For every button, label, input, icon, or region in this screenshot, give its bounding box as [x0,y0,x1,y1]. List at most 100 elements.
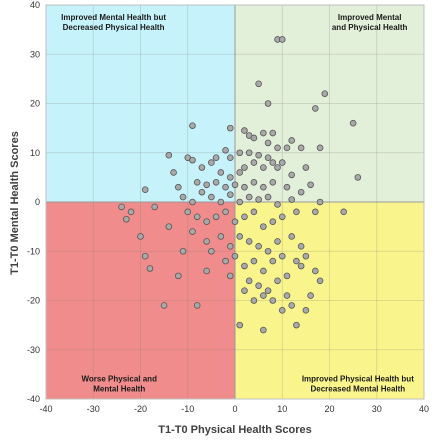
data-point [231,218,239,226]
y-tick-label: 40 [30,0,40,10]
data-point [260,223,267,230]
data-point [241,164,248,171]
data-point [137,233,144,240]
quadrant-label-bottom-right: Improved Physical Health but Decreased Me… [302,374,414,393]
data-point [250,179,258,186]
data-point [241,287,248,294]
x-axis-title: T1-T0 Physical Health Scores [158,424,311,436]
x-tick-label: 0 [232,404,237,414]
data-point [217,198,225,206]
data-point [264,193,272,201]
data-point [165,223,173,230]
data-point [170,169,177,176]
quadrant-label-line: Decreased Mental Health [310,384,405,393]
quadrant-label-line: Improved Physical Health but [302,374,414,383]
data-point [312,267,319,275]
data-point [236,169,244,176]
data-point [146,265,154,272]
data-point [354,174,362,181]
data-point [250,208,258,216]
data-point [297,262,305,270]
data-point [241,127,248,134]
data-point [203,238,210,245]
data-point [222,183,229,191]
data-point [226,124,234,132]
y-tick-label: 10 [30,148,40,158]
data-point [283,292,291,299]
data-point [222,208,229,216]
data-point [222,146,229,154]
data-point [297,243,305,250]
data-point [264,154,272,161]
data-point [212,213,220,221]
data-point [245,238,253,245]
data-point [226,174,234,181]
data-point [175,183,182,191]
data-point [241,183,248,191]
data-point [189,198,196,206]
data-point [236,198,244,206]
data-point [193,213,201,221]
data-point [288,171,296,179]
data-point [141,186,149,193]
data-point [340,208,347,216]
grid-lines [45,4,425,400]
data-point [198,188,206,196]
data-point [283,144,291,152]
data-point [217,233,225,240]
data-point [321,90,329,97]
data-point [193,302,201,309]
data-point [226,154,234,161]
data-point [198,164,206,171]
data-point [250,257,258,265]
data-point [269,179,277,186]
data-point [278,159,286,166]
x-tick-label: -20 [134,404,147,414]
x-tick-label: 20 [324,404,334,414]
quadrant-label-line: Worse Physical and [82,374,158,383]
data-point [255,243,262,250]
x-tick-label: 10 [277,404,287,414]
data-point [127,208,135,216]
data-point [260,129,267,137]
data-point [189,122,196,129]
data-point [255,80,262,88]
y-tick-label: 20 [30,99,40,109]
data-point [141,252,149,260]
data-point [274,238,281,245]
data-point [203,181,210,189]
data-point [226,191,234,198]
data-point [316,144,324,152]
data-point [288,302,296,309]
quadrant-label-line: Decreased Physical Health [63,23,165,32]
quadrant-label-bottom-left: Worse Physical and Mental Health [82,374,158,393]
data-point [241,262,248,270]
data-point [123,215,130,223]
data-point [312,208,319,216]
data-point [184,208,192,216]
data-point [255,151,262,159]
x-tick-label: -30 [87,404,100,414]
data-point [269,129,277,137]
data-point [179,193,187,201]
data-point [269,218,277,226]
x-tick-label: -40 [39,404,52,414]
data-point [231,252,239,260]
data-point [278,307,286,314]
data-point [293,257,300,265]
x-tick-label: -10 [181,404,194,414]
data-point [250,134,258,142]
data-point [297,188,305,196]
data-point [226,243,234,250]
data-point [274,201,281,208]
data-point [302,307,310,314]
data-point [288,233,296,240]
data-point [255,196,262,203]
data-point [307,181,314,189]
data-point [203,267,210,275]
quadrant-label-line: Improved Mental [338,13,402,22]
data-point [302,164,310,171]
data-point [302,252,310,260]
y-tick-label: -10 [27,246,40,256]
